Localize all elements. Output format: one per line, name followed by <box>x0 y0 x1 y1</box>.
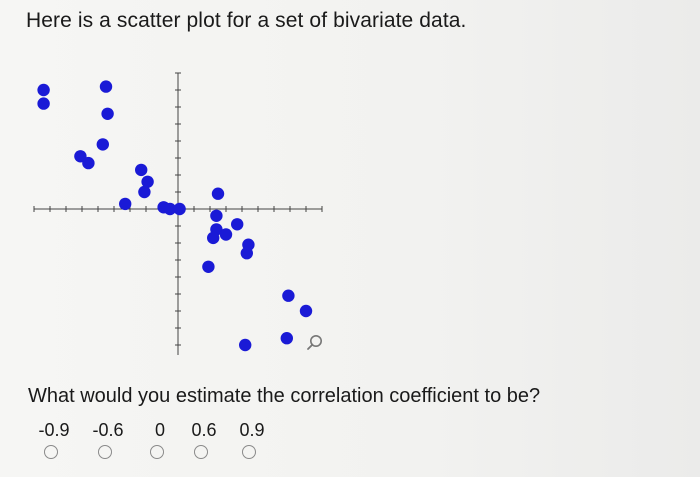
choice-5[interactable]: 0.9 <box>232 420 272 470</box>
plot-points <box>37 80 313 352</box>
radio-button[interactable] <box>194 445 208 459</box>
choice-4[interactable]: 0.6 <box>184 420 224 470</box>
choice-label: 0.9 <box>239 420 265 440</box>
answer-choices: -0.9 -0.6 0 0.6 0.9 <box>36 420 276 470</box>
magnifier-icon[interactable] <box>306 334 324 352</box>
radio-button[interactable] <box>98 445 112 459</box>
choice-3[interactable]: 0 <box>140 420 180 470</box>
data-point <box>202 260 215 273</box>
choice-2[interactable]: -0.6 <box>88 420 128 470</box>
data-point <box>163 202 177 216</box>
radio-button[interactable] <box>150 445 164 459</box>
choice-1[interactable]: -0.9 <box>34 420 74 470</box>
radio-button[interactable] <box>44 445 58 459</box>
data-point <box>280 332 293 345</box>
choice-label: -0.6 <box>92 420 124 440</box>
data-point <box>207 231 220 245</box>
data-point <box>282 289 295 302</box>
data-point <box>219 228 233 241</box>
question-text: What would you estimate the correlation … <box>28 385 541 407</box>
radio-button[interactable] <box>242 445 256 459</box>
data-point <box>141 175 154 188</box>
data-point <box>96 138 110 151</box>
data-point <box>210 209 223 222</box>
data-point <box>82 156 95 170</box>
data-point <box>239 338 252 352</box>
data-point <box>37 83 50 97</box>
data-point <box>119 197 132 211</box>
data-point <box>299 304 313 318</box>
data-point <box>37 97 50 110</box>
data-point <box>138 185 151 199</box>
data-point <box>99 80 113 93</box>
prompt-text: Here is a scatter plot for a set of biva… <box>26 9 467 32</box>
choice-label: -0.9 <box>38 420 70 440</box>
choice-label: 0 <box>154 420 165 440</box>
data-point <box>135 163 148 177</box>
data-point <box>211 187 225 200</box>
data-point <box>173 202 186 216</box>
data-point <box>240 247 253 260</box>
data-point <box>101 107 114 121</box>
choice-label: 0.6 <box>191 420 217 440</box>
data-point <box>231 218 244 231</box>
